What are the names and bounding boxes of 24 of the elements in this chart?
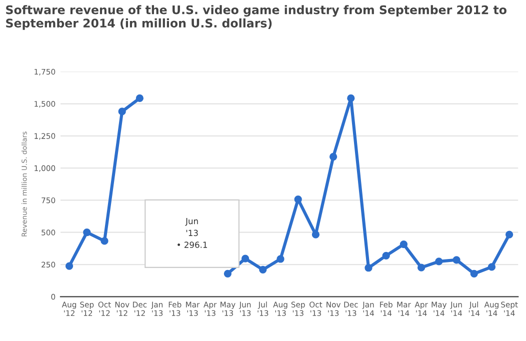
point xyxy=(65,262,74,270)
point xyxy=(347,94,355,102)
point xyxy=(488,263,496,271)
point xyxy=(276,255,284,263)
point xyxy=(382,252,390,260)
point xyxy=(100,237,108,245)
point xyxy=(364,264,372,272)
point xyxy=(83,228,91,236)
point xyxy=(118,108,126,116)
point xyxy=(136,94,144,102)
point xyxy=(241,254,250,262)
point xyxy=(294,195,302,204)
point xyxy=(224,270,232,278)
point xyxy=(470,270,478,278)
point xyxy=(417,264,426,272)
point xyxy=(400,240,408,248)
point xyxy=(329,152,338,161)
annotation: Jun '13 • 296.1 xyxy=(178,218,207,248)
point xyxy=(505,230,514,238)
point xyxy=(312,230,320,238)
point xyxy=(259,266,267,274)
point xyxy=(435,258,443,266)
chart-title: Software revenue of the U.S. video game industry from September 2012 to September 2014 (in million U.S. dollars) xyxy=(6,5,506,30)
point xyxy=(452,256,460,264)
